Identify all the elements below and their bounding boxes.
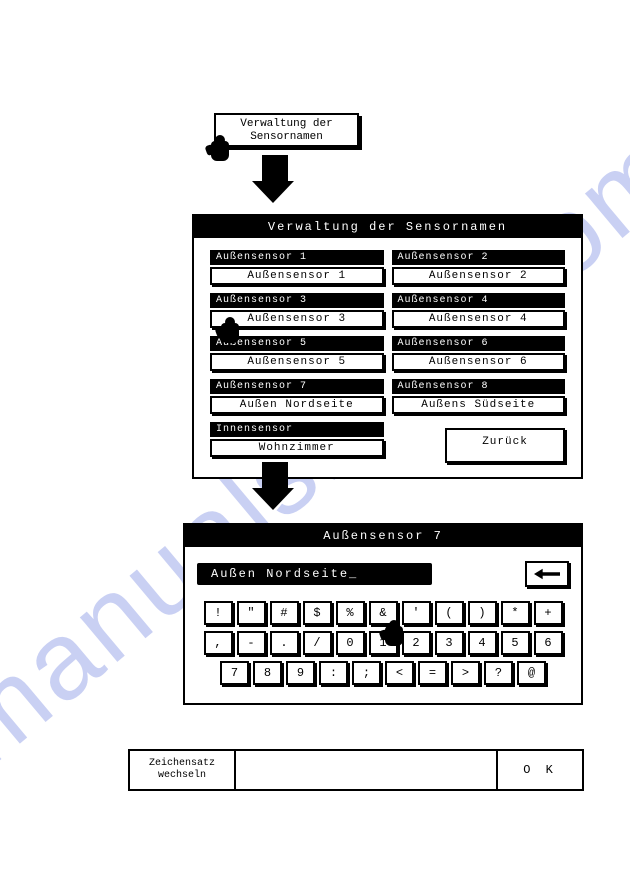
key-button[interactable]: 9 xyxy=(286,661,315,685)
sensor-label: Außensensor 3 xyxy=(210,293,384,308)
bottom-toolbar: Zeichensatz wechseln O K xyxy=(128,749,584,791)
arrow-left-icon xyxy=(534,568,560,580)
key-row: 789:;<=>?@ xyxy=(220,661,546,685)
key-button[interactable]: * xyxy=(501,601,530,625)
key-button[interactable]: $ xyxy=(303,601,332,625)
key-button[interactable]: ' xyxy=(402,601,431,625)
sensor-cell: Außensensor 6 Außensensor 6 xyxy=(388,334,570,377)
sensor-cell: Innensensor Wohnzimmer xyxy=(206,420,388,463)
sensor-label: Innensensor xyxy=(210,422,384,437)
key-row: !"#$%&'()*+ xyxy=(204,601,563,625)
key-button[interactable]: 0 xyxy=(336,631,365,655)
key-button[interactable]: ! xyxy=(204,601,233,625)
sensor-cell: Außensensor 4 Außensensor 4 xyxy=(388,291,570,334)
key-button[interactable]: > xyxy=(451,661,480,685)
manage-sensornames-button[interactable]: Verwaltung der Sensornamen xyxy=(214,113,359,147)
sensor-value-field[interactable]: Außensensor 1 xyxy=(210,267,384,285)
top-btn-line1: Verwaltung der xyxy=(216,118,357,131)
arrow-down-icon xyxy=(260,155,290,203)
sensor-cell: Außensensor 7 Außen Nordseite xyxy=(206,377,388,420)
key-button[interactable]: ? xyxy=(484,661,513,685)
sensor-value-field[interactable]: Außen Nordseite xyxy=(210,396,384,414)
sensor-label: Außensensor 6 xyxy=(392,336,566,351)
sensor-value-field[interactable]: Außens Südseite xyxy=(392,396,566,414)
sensor-value-field[interactable]: Außensensor 2 xyxy=(392,267,566,285)
sensor-label: Außensensor 8 xyxy=(392,379,566,394)
key-button[interactable]: 5 xyxy=(501,631,530,655)
key-button[interactable]: & xyxy=(369,601,398,625)
sensor-label: Außensensor 2 xyxy=(392,250,566,265)
sensor-label: Außensensor 7 xyxy=(210,379,384,394)
key-button[interactable]: ) xyxy=(468,601,497,625)
spacebar-button[interactable] xyxy=(236,751,498,789)
keyboard-window: Außensensor 7 Außen Nordseite_ !"#$%&'()… xyxy=(183,523,583,705)
sensor-value-field[interactable]: Wohnzimmer xyxy=(210,439,384,457)
top-btn-line2: Sensornamen xyxy=(216,131,357,144)
back-cell: Zurück xyxy=(388,420,570,463)
key-button[interactable]: 7 xyxy=(220,661,249,685)
sensor-label: Außensensor 5 xyxy=(210,336,384,351)
arrow-down-icon xyxy=(260,462,290,510)
text-input-display[interactable]: Außen Nordseite_ xyxy=(197,563,432,585)
key-button[interactable]: ( xyxy=(435,601,464,625)
sensor-value-field[interactable]: Außensensor 3 xyxy=(210,310,384,328)
key-button[interactable]: 1 xyxy=(369,631,398,655)
sensor-value-field[interactable]: Außensensor 5 xyxy=(210,353,384,371)
backspace-button[interactable] xyxy=(525,561,569,587)
sensor-value-field[interactable]: Außensensor 4 xyxy=(392,310,566,328)
key-button[interactable]: : xyxy=(319,661,348,685)
sensor-management-window: Verwaltung der Sensornamen Außensensor 1… xyxy=(192,214,583,479)
sensor-cell: Außensensor 3 Außensensor 3 xyxy=(206,291,388,334)
sensor-value-field[interactable]: Außensensor 6 xyxy=(392,353,566,371)
sensor-label: Außensensor 1 xyxy=(210,250,384,265)
key-button[interactable]: 6 xyxy=(534,631,563,655)
key-button[interactable]: . xyxy=(270,631,299,655)
sensor-cell: Außensensor 5 Außensensor 5 xyxy=(206,334,388,377)
key-button[interactable]: ; xyxy=(352,661,381,685)
key-button[interactable]: 3 xyxy=(435,631,464,655)
window-title: Außensensor 7 xyxy=(185,525,581,547)
charset-toggle-button[interactable]: Zeichensatz wechseln xyxy=(130,751,236,789)
key-button[interactable]: @ xyxy=(517,661,546,685)
key-button[interactable]: + xyxy=(534,601,563,625)
key-button[interactable]: = xyxy=(418,661,447,685)
sensor-cell: Außensensor 2 Außensensor 2 xyxy=(388,248,570,291)
key-button[interactable]: < xyxy=(385,661,414,685)
key-button[interactable]: % xyxy=(336,601,365,625)
key-button[interactable]: 2 xyxy=(402,631,431,655)
sensor-cell: Außensensor 8 Außens Südseite xyxy=(388,377,570,420)
back-button[interactable]: Zurück xyxy=(445,428,565,463)
key-button[interactable]: 8 xyxy=(253,661,282,685)
key-row: ,-./0123456 xyxy=(204,631,563,655)
key-button[interactable]: " xyxy=(237,601,266,625)
ok-button[interactable]: O K xyxy=(498,751,582,789)
key-button[interactable]: 4 xyxy=(468,631,497,655)
key-button[interactable]: , xyxy=(204,631,233,655)
sensor-cell: Außensensor 1 Außensensor 1 xyxy=(206,248,388,291)
window-title: Verwaltung der Sensornamen xyxy=(194,216,581,238)
key-button[interactable]: / xyxy=(303,631,332,655)
sensor-label: Außensensor 4 xyxy=(392,293,566,308)
key-button[interactable]: - xyxy=(237,631,266,655)
key-button[interactable]: # xyxy=(270,601,299,625)
